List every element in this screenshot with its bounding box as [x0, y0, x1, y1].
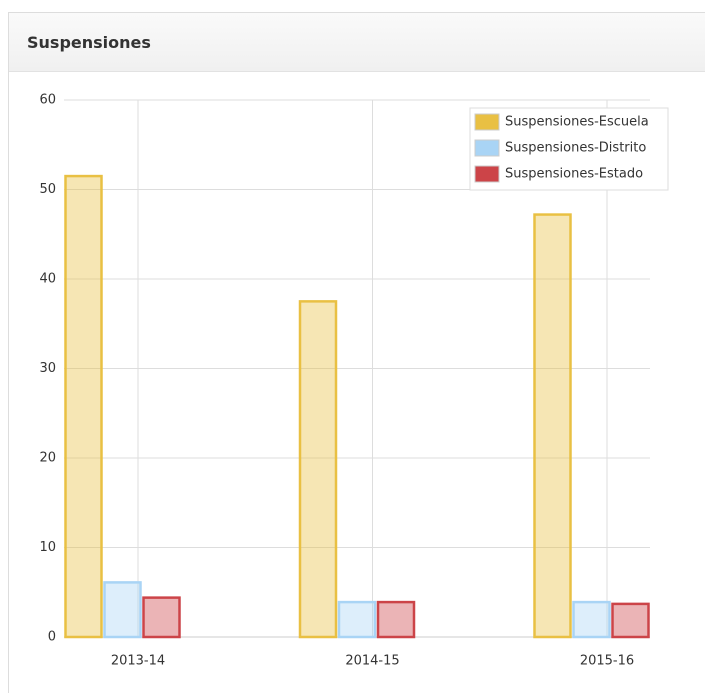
x-tick-label: 2015-16: [580, 654, 634, 669]
y-tick-label: 10: [39, 540, 56, 555]
panel-title: Suspensiones: [9, 13, 705, 72]
bar: [103, 581, 142, 639]
bar: [376, 600, 416, 639]
panel: Suspensiones: [8, 12, 705, 693]
bar: [64, 174, 103, 639]
bar: [533, 213, 572, 639]
bar: [298, 300, 338, 639]
legend-box: [469, 107, 669, 191]
bar: [611, 602, 650, 639]
bar: [337, 600, 377, 639]
legend-label: Suspensiones-Distrito: [505, 141, 646, 156]
legend-label: Suspensiones-Estado: [505, 167, 643, 182]
y-tick-label: 60: [39, 93, 56, 108]
x-tick-label: 2014-15: [345, 654, 399, 669]
y-tick-label: 50: [39, 182, 56, 197]
bar: [572, 600, 611, 639]
y-tick-label: 30: [39, 361, 56, 376]
y-tick-label: 0: [48, 630, 56, 645]
bar: [142, 596, 181, 639]
y-tick-label: 20: [39, 451, 56, 466]
x-tick-label: 2013-14: [111, 654, 165, 669]
y-tick-label: 40: [39, 272, 56, 287]
legend-label: Suspensiones-Escuela: [505, 115, 649, 130]
legend-swatch: [474, 139, 500, 157]
legend-swatch: [474, 113, 500, 131]
legend-swatch: [474, 165, 500, 183]
